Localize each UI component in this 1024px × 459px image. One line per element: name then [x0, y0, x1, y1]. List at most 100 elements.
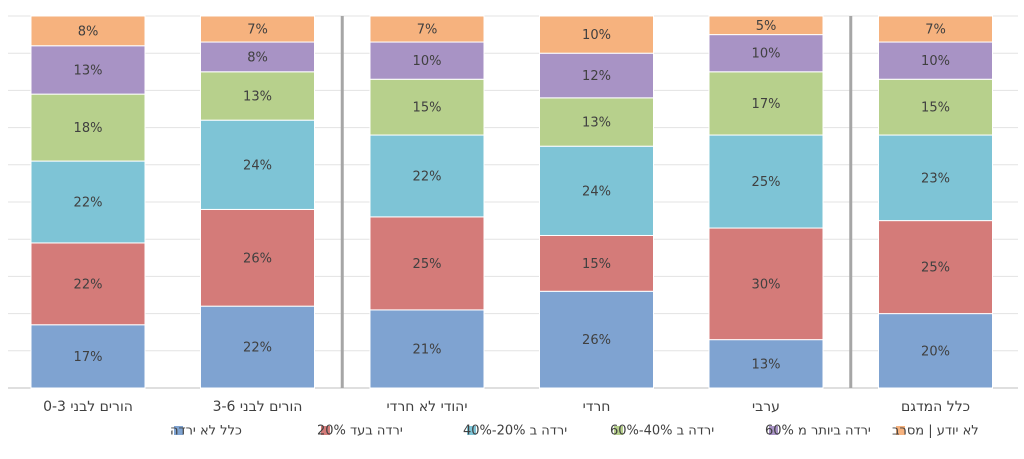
bar-stack: 21% 25% 22% 15% 10% 7% — [369, 15, 485, 389]
bar-segment — [200, 208, 315, 307]
bar-stack: 20% 25% 23% 15% 10% 7% — [878, 15, 993, 389]
data-label: 10% — [582, 28, 611, 43]
bar-segment — [369, 134, 485, 218]
bar-stack: 26% 15% 24% 13% 12% 10% — [539, 15, 654, 389]
data-label: 12% — [582, 69, 611, 84]
data-label: 10% — [413, 54, 442, 69]
data-label: 25% — [413, 257, 442, 272]
legend-swatch — [769, 426, 778, 435]
bar-segment — [30, 15, 146, 47]
bar-segment — [539, 97, 654, 147]
bar-stack: 22% 26% 24% 13% 8% 7% — [200, 15, 315, 389]
data-label: 21% — [413, 342, 442, 357]
legend-swatch — [614, 426, 623, 435]
bar-segment — [369, 78, 485, 136]
legend-swatch — [321, 426, 330, 435]
legend-item: לא יודע | מסרב — [892, 424, 979, 439]
legend-item: ירדה בעד 20% — [317, 424, 403, 439]
bar-segment — [878, 15, 993, 43]
bar-segment — [708, 227, 824, 341]
bar-segment — [708, 134, 824, 229]
data-label: 7% — [247, 23, 268, 38]
data-label: 15% — [921, 101, 950, 116]
legend-label: ירדה ביותר מ 60% — [765, 424, 871, 439]
data-label: 20% — [921, 344, 950, 359]
category-label: חרדי — [583, 399, 611, 415]
data-label: 7% — [925, 23, 946, 38]
bar-segment — [878, 220, 993, 315]
bars: 17%22%22%18%13%8%22%26%24%13%8%7%21%25%2… — [30, 15, 993, 389]
data-label: 17% — [74, 350, 103, 365]
data-label: 13% — [74, 63, 103, 78]
data-label: 25% — [752, 175, 781, 190]
bar-segment — [200, 305, 315, 389]
legend-item: ירדה ב 20%-40% — [463, 424, 567, 439]
bar-segment — [369, 15, 485, 43]
bar-segment — [539, 290, 654, 389]
legend-item: ירדה ב 40%-60% — [610, 424, 714, 439]
legend-label: ירדה בעד 20% — [317, 424, 403, 439]
data-label: 18% — [74, 121, 103, 136]
bar-segment — [539, 145, 654, 236]
bar-stack: 13% 30% 25% 17% 10% 5% — [708, 15, 824, 389]
legend: כלל לא ירדה ירדה בעד 20% ירדה ב 20%-40% ירד… — [170, 424, 979, 439]
legend-item: ירדה ביותר מ 60% — [765, 424, 871, 439]
data-label: 13% — [243, 89, 272, 104]
bar-segment — [708, 34, 824, 73]
bar-segment — [200, 119, 315, 210]
data-label: 10% — [752, 47, 781, 62]
category-label: הורים לבני 0-3 — [43, 399, 133, 415]
legend-label: לא יודע | מסרב — [892, 424, 979, 439]
bar-segment — [200, 15, 315, 43]
legend-item: כלל לא ירדה — [170, 424, 242, 439]
data-label: 23% — [921, 171, 950, 186]
legend-label: כלל לא ירדה — [170, 424, 242, 439]
group-separators — [340, 16, 853, 388]
bar-segment — [878, 313, 993, 389]
data-label: 25% — [921, 261, 950, 276]
legend-swatch — [174, 426, 183, 435]
legend-label: ירדה ב 40%-60% — [610, 424, 714, 439]
category-label: הורים לבני 3-6 — [213, 399, 303, 415]
data-label: 5% — [756, 19, 777, 34]
legend-swatch — [467, 426, 476, 435]
bar-segment — [369, 309, 485, 389]
data-label: 22% — [74, 196, 103, 211]
category-label: יהודי לא חרדי — [387, 399, 468, 415]
data-label: 24% — [243, 158, 272, 173]
bar-segment — [878, 41, 993, 80]
bar-stack: 17% 22% 22% 18% 13% 8% — [30, 15, 146, 389]
bar-segment — [200, 71, 315, 121]
bar-segment — [539, 15, 654, 54]
bar-segment — [539, 234, 654, 292]
bar-segment — [708, 15, 824, 36]
data-label: 22% — [74, 277, 103, 292]
category-label: כלל המדגם — [901, 399, 970, 415]
gridlines — [8, 15, 1018, 389]
legend-swatch — [896, 426, 905, 435]
bar-segment — [30, 93, 146, 162]
category-label: ערבי — [752, 399, 780, 415]
data-label: 22% — [243, 341, 272, 356]
data-label: 15% — [413, 101, 442, 116]
data-label: 26% — [243, 251, 272, 266]
data-label: 8% — [78, 24, 99, 39]
bar-segment — [708, 71, 824, 136]
data-label: 8% — [247, 50, 268, 65]
data-label: 22% — [413, 169, 442, 184]
bar-segment — [878, 134, 993, 222]
data-label: 30% — [752, 277, 781, 292]
data-label: 17% — [752, 97, 781, 112]
data-label: 7% — [417, 23, 438, 38]
data-label: 24% — [582, 184, 611, 199]
data-label: 13% — [582, 116, 611, 131]
bar-segment — [539, 52, 654, 99]
bar-segment — [30, 324, 146, 389]
bar-segment — [369, 41, 485, 80]
data-label: 13% — [752, 357, 781, 372]
data-label: 26% — [582, 333, 611, 348]
data-label: 10% — [921, 54, 950, 69]
data-label: 15% — [582, 257, 611, 272]
